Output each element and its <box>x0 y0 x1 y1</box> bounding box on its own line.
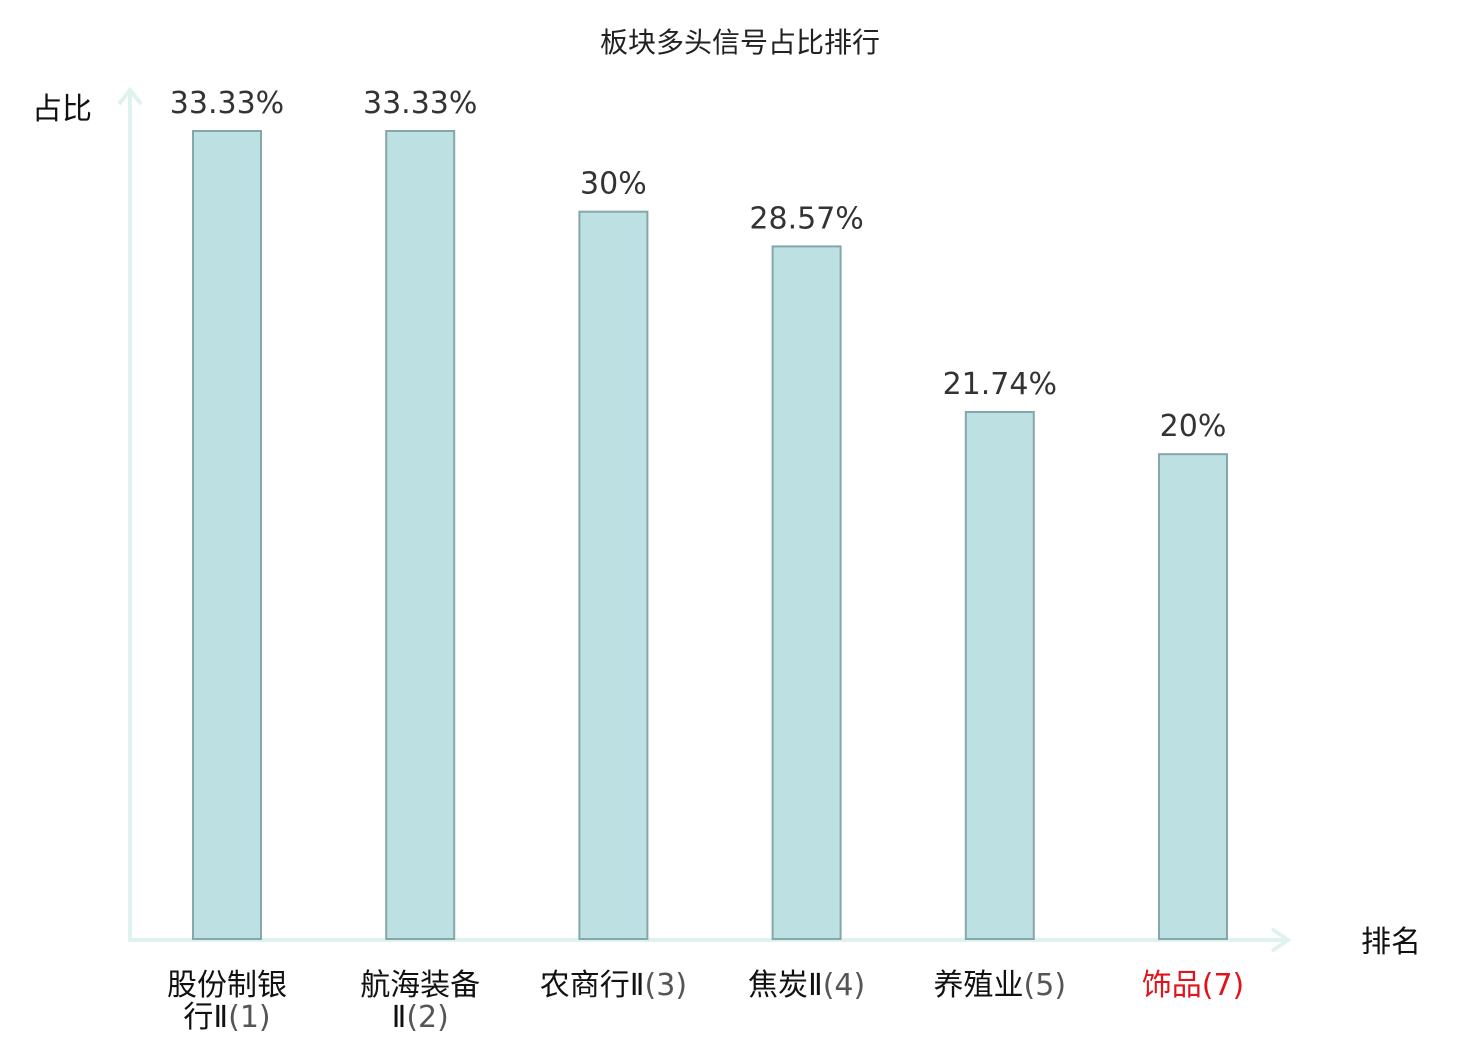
x-axis-label: 排名 <box>1361 925 1421 960</box>
value-label-3: 30% <box>580 167 647 202</box>
category-rank-3: (3) <box>645 968 688 1003</box>
category-rank-1: (1) <box>228 1000 271 1035</box>
category-rank-5: (5) <box>1024 968 1067 1003</box>
bar-5 <box>964 411 1035 940</box>
x-axis-arrow-icon <box>1270 927 1292 953</box>
bar-2 <box>385 130 456 940</box>
category-rank-6: (7) <box>1202 968 1245 1003</box>
value-labels-group: 33.33% 33.33% 30% 28.57% 21.74% 20% <box>170 86 1227 444</box>
category-label-3: 农商行Ⅱ(3) <box>540 968 687 1003</box>
category-name-1-line-1: 股份制银 <box>167 968 287 1003</box>
category-label-6: 饰品(7) <box>1142 968 1245 1003</box>
category-name-2-line-2: Ⅱ <box>392 1000 407 1035</box>
category-label-4: 焦炭Ⅱ(4) <box>748 968 865 1003</box>
value-label-4: 28.57% <box>749 201 863 236</box>
value-label-2: 33.33% <box>363 86 477 121</box>
category-name-3-line-1: 农商行Ⅱ <box>540 968 645 1003</box>
bar-1 <box>192 130 262 940</box>
value-label-1: 33.33% <box>170 86 284 121</box>
category-name-4-line-1: 焦炭Ⅱ <box>748 968 823 1003</box>
y-axis-label: 占比 <box>32 92 92 127</box>
chart-title: 板块多头信号占比排行 <box>600 26 880 59</box>
category-name-1-line-2: 行Ⅱ <box>183 1000 228 1035</box>
bars-group <box>192 130 1228 940</box>
bar-3 <box>578 210 649 940</box>
bar-6 <box>1158 453 1228 940</box>
category-rank-2: (2) <box>406 1000 449 1035</box>
category-name-6-line-1: 饰品 <box>1142 968 1202 1003</box>
category-label-5: 养殖业(5) <box>934 968 1067 1003</box>
category-name-2-line-1: 航海装备 <box>360 968 480 1003</box>
category-rank-4: (4) <box>823 968 866 1003</box>
value-label-5: 21.74% <box>943 367 1057 402</box>
y-axis-arrow-icon <box>117 86 143 106</box>
category-labels-group: 股份制银行Ⅱ(1) 航海装备 Ⅱ(2) 农商行Ⅱ(3) 焦炭Ⅱ(4) 养殖业(5) 饰品(7… <box>167 968 1244 1035</box>
category-label-2: 航海装备 Ⅱ(2) <box>360 968 480 1035</box>
value-label-6: 20% <box>1160 409 1227 444</box>
category-name-5-line-1: 养殖业 <box>934 968 1024 1003</box>
category-label-1: 股份制银行Ⅱ(1) <box>167 968 287 1035</box>
bar-4 <box>771 245 842 940</box>
